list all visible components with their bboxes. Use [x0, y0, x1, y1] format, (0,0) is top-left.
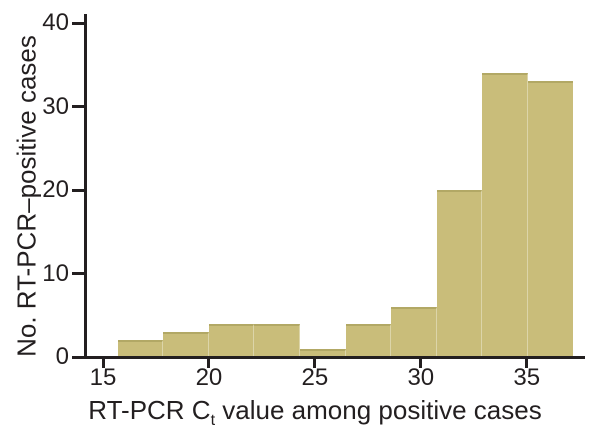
y-axis-tick	[72, 21, 85, 25]
y-axis-tick	[72, 355, 85, 359]
x-tick-label: 15	[89, 364, 117, 391]
histogram-bar	[436, 190, 483, 357]
x-axis-tick	[207, 357, 211, 368]
x-axis-tick	[525, 357, 529, 368]
x-axis-tick	[419, 357, 423, 368]
x-axis-line	[83, 355, 585, 359]
x-tick-label: 25	[301, 364, 329, 391]
y-tick-label: 0	[55, 343, 69, 370]
histogram-bar	[254, 323, 301, 357]
x-axis-title-prefix: RT-PCR C	[88, 395, 211, 425]
x-axis-tick	[101, 357, 105, 368]
histogram-bar	[163, 331, 209, 357]
histogram-bar	[527, 81, 574, 357]
x-tick-label: 20	[195, 364, 223, 391]
x-tick-label: 30	[407, 364, 435, 391]
y-tick-label: 30	[42, 92, 69, 120]
y-axis-title: No. RT-PCR–positive cases	[11, 35, 42, 357]
y-tick-label: 20	[42, 176, 69, 203]
x-axis-title-subscript: t	[210, 411, 216, 430]
histogram-bar	[482, 73, 528, 357]
histogram-bar	[300, 348, 346, 357]
x-axis-title: RT-PCR Ct value among positive cases	[65, 395, 565, 430]
x-tick-label: 35	[513, 364, 541, 391]
y-axis-tick	[72, 105, 85, 108]
histogram-bar	[208, 323, 255, 357]
x-axis-title-suffix: value among positive cases	[215, 395, 542, 425]
y-axis-tick	[72, 188, 85, 192]
x-axis-tick	[313, 357, 317, 368]
y-axis-line	[83, 14, 87, 359]
y-tick-label: 40	[42, 9, 69, 36]
histogram-bar	[345, 323, 392, 357]
y-axis-tick	[72, 272, 85, 275]
y-tick-label: 10	[42, 259, 69, 287]
histogram-bar	[391, 306, 437, 357]
histogram-bar	[117, 340, 164, 357]
